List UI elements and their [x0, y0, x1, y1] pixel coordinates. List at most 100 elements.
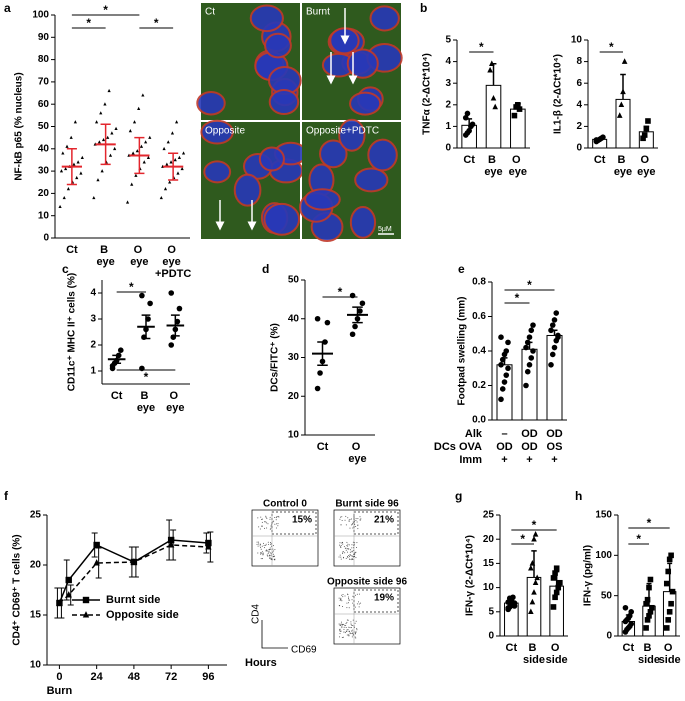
flow-dot — [356, 603, 358, 605]
table-cell: + — [526, 454, 532, 466]
flow-dot — [348, 630, 350, 632]
point — [93, 559, 100, 566]
flow-dot — [272, 548, 274, 550]
y-axis-label: DCs/FITC⁺ (%) — [270, 323, 281, 392]
flow-dot — [265, 515, 267, 517]
point — [113, 146, 117, 151]
flow-dot — [347, 545, 349, 547]
y-axis-label: CD11c⁺ MHC II⁺ cells (%) — [67, 273, 78, 391]
point — [97, 140, 101, 144]
point — [644, 596, 651, 603]
point — [498, 362, 504, 368]
flow-dot — [344, 595, 346, 597]
point — [177, 155, 181, 159]
flow-dot — [348, 634, 350, 636]
point — [552, 594, 558, 601]
nucleus — [196, 90, 226, 116]
error-bar — [95, 547, 102, 579]
y-tick-label: 150 — [595, 510, 612, 521]
point — [64, 166, 68, 171]
flow-dot — [342, 543, 344, 545]
flow-dot — [266, 517, 268, 519]
error-bar — [531, 550, 537, 578]
flow-dot — [345, 623, 347, 625]
flow-dot — [260, 516, 262, 518]
nucleus — [319, 139, 348, 169]
nucleus — [349, 205, 377, 239]
point — [549, 322, 556, 328]
error-bar — [596, 137, 603, 140]
point — [492, 103, 499, 110]
flow-dot — [355, 518, 357, 520]
point — [663, 625, 670, 631]
nucleus — [268, 89, 300, 116]
point — [176, 171, 180, 175]
x-tick-label: 24 — [91, 671, 104, 683]
flow-dot — [350, 623, 352, 625]
flow-dot — [269, 528, 271, 530]
flow-dot — [349, 632, 351, 634]
point — [142, 160, 146, 164]
y-tick-label: 5 — [445, 35, 451, 46]
x-tick-label: Ct — [111, 390, 123, 402]
flow-dot — [340, 524, 342, 526]
flow-dot — [345, 515, 347, 517]
flow-dot — [277, 525, 279, 527]
flow-dot — [359, 516, 361, 518]
flow-dot — [345, 557, 347, 559]
table-cell: OD — [521, 428, 538, 440]
point — [59, 169, 64, 173]
flow-dot — [354, 633, 356, 635]
flow-dot — [353, 520, 355, 522]
flow-dot — [347, 548, 349, 550]
significance-label: * — [154, 16, 159, 30]
flow-dot — [358, 603, 360, 605]
nucleus — [249, 4, 284, 33]
flow-dot — [338, 556, 340, 558]
flow-dot — [262, 518, 264, 520]
flow-dot — [353, 517, 355, 519]
flow-dot — [348, 634, 350, 636]
y-tick-label: 4 — [445, 56, 451, 67]
flow-dot — [353, 516, 355, 518]
flow-plot: Burnt side 96 21% — [333, 499, 401, 567]
point — [75, 175, 79, 180]
flow-dot — [346, 607, 348, 609]
point — [96, 178, 100, 182]
point — [314, 315, 321, 322]
x-tick-label: O eye +PDTC — [155, 244, 191, 280]
flow-dot — [351, 633, 353, 635]
point — [505, 365, 511, 372]
point — [499, 386, 506, 392]
y-tick-label: 0.6 — [472, 311, 486, 322]
flow-dot — [343, 628, 345, 630]
point — [531, 589, 537, 595]
y-tick-label: 100 — [32, 10, 49, 21]
y-tick-label: 10 — [288, 430, 300, 441]
significance-label: * — [338, 285, 343, 299]
flow-dot — [354, 636, 356, 638]
point — [100, 169, 104, 173]
flow-dot — [351, 550, 353, 552]
nucleus — [258, 146, 285, 172]
flow-dot — [275, 527, 277, 529]
flow-dot — [272, 521, 274, 523]
y-tick-label: 6 — [576, 78, 582, 89]
flow-dot — [351, 555, 353, 557]
point — [666, 556, 673, 563]
flow-dot — [353, 553, 355, 555]
flow-dot — [353, 626, 355, 628]
flow-dot — [352, 629, 354, 631]
flow-dot — [348, 597, 350, 599]
flow-dot — [269, 516, 271, 518]
x-tick-label: O eye — [509, 154, 527, 178]
x-tick-label: B side — [638, 642, 660, 666]
x-tick-label: B side — [523, 642, 545, 666]
error-bar — [553, 570, 560, 587]
flow-dot — [356, 542, 358, 544]
error-bar — [643, 125, 650, 132]
x-tick-label: O eye — [637, 154, 655, 178]
y-tick-label: 5 — [488, 606, 494, 617]
flow-dot — [346, 556, 348, 558]
point — [622, 604, 629, 611]
